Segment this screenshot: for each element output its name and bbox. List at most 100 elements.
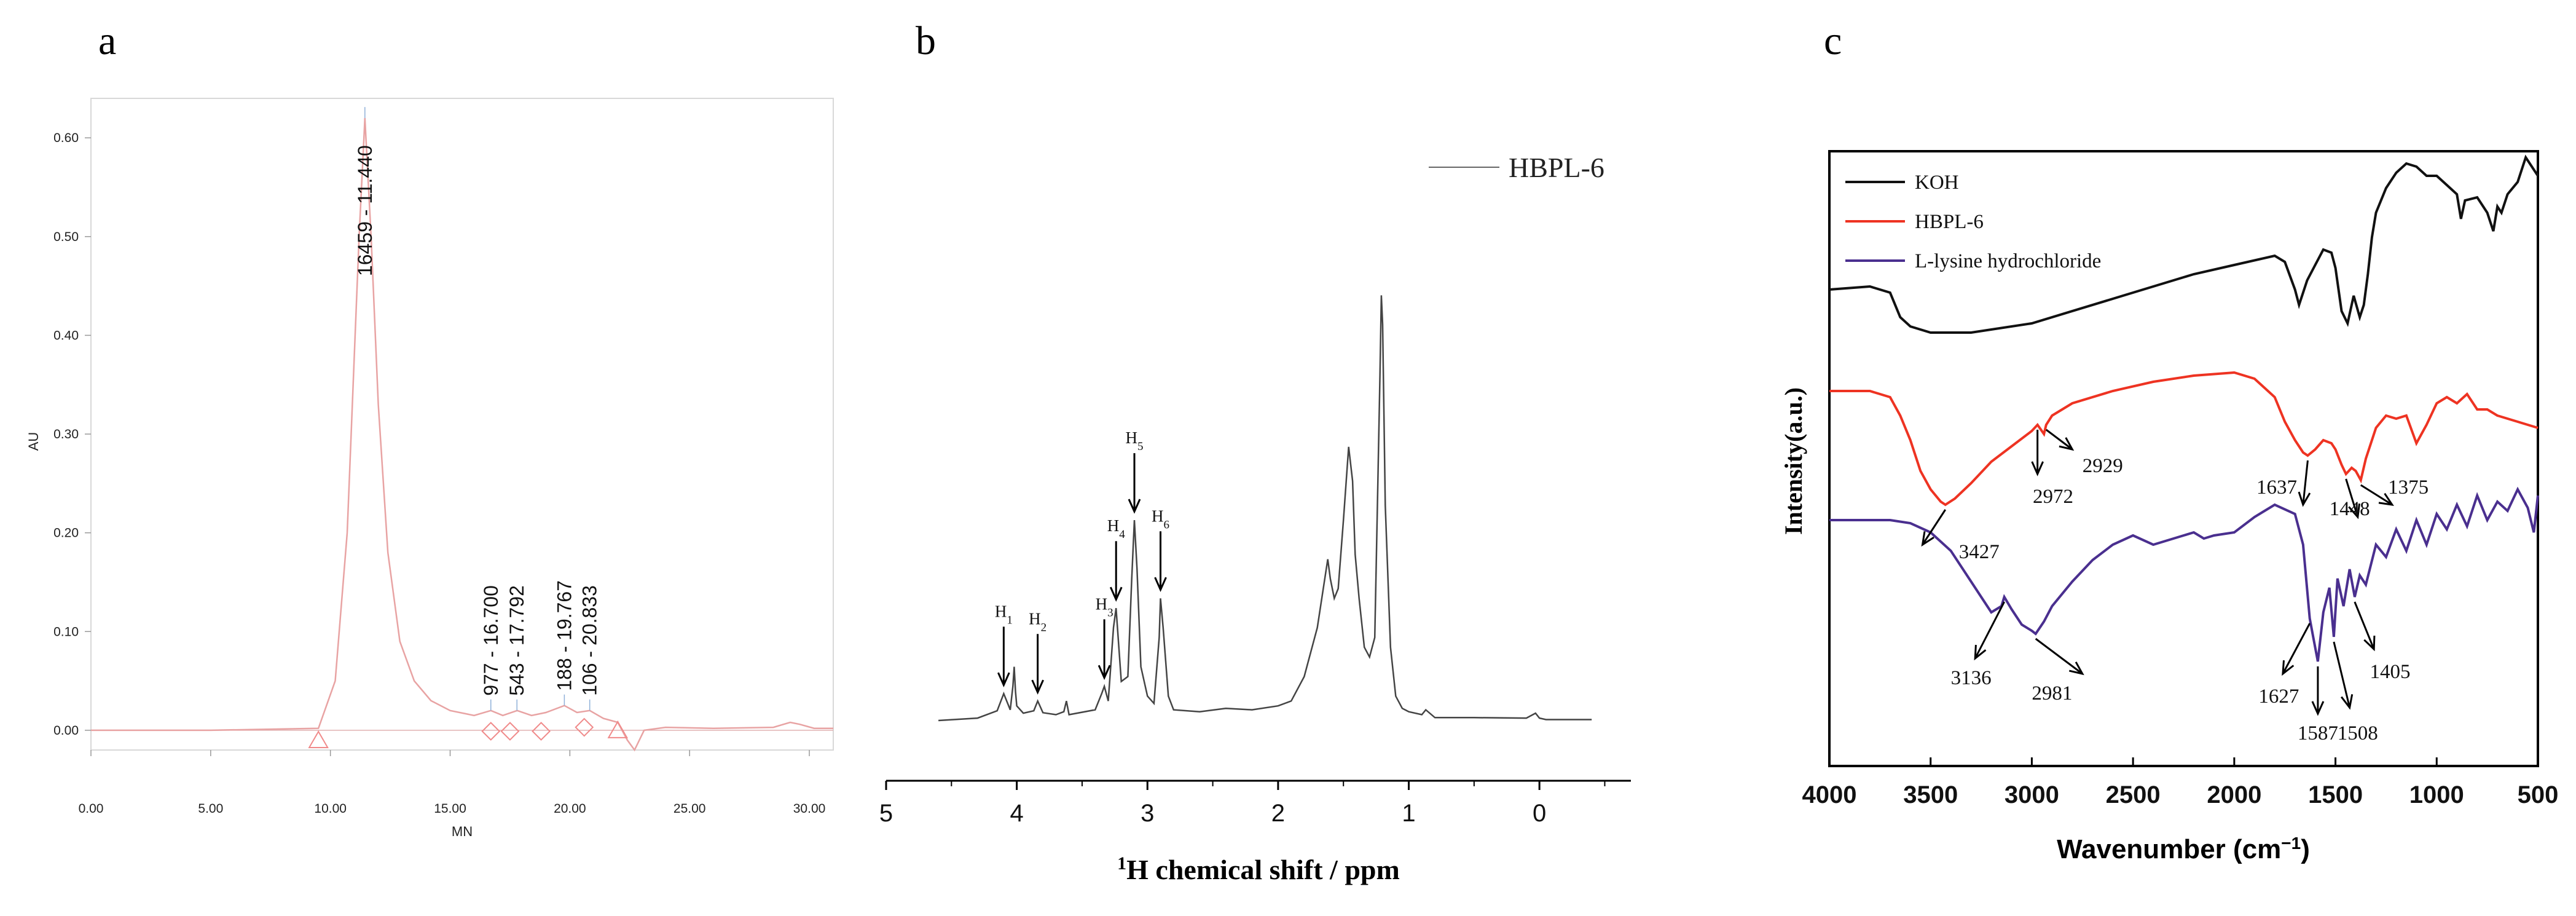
chart-b-x-tick-label: 5 [879, 800, 893, 827]
chart-b-annotation-label: H6 [1152, 507, 1169, 531]
chart-b-annotation-arrow-head [1128, 499, 1141, 514]
chart-c-legend-label-0: KOH [1915, 172, 1959, 194]
chart-b-annotation-arrow [997, 626, 1010, 688]
chart-a-peak-label: 977 - 16.700 [480, 585, 502, 696]
chart-c-annotation-label: 1508 [2338, 722, 2378, 744]
chart-a-peak-label: 543 - 17.792 [506, 585, 528, 696]
chart-a-y-tick-label: 0.60 [53, 131, 79, 145]
chart-c-annotation-arrow-head [2311, 701, 2325, 716]
chart-c-annotation-label: 3427 [1959, 541, 2000, 563]
chart-b-x-tick-label: 2 [1271, 800, 1285, 827]
chart-b-annotation-label: H4 [1107, 516, 1126, 541]
chart-a-y-tick-label: 0.00 [53, 724, 79, 738]
chart-a-markers [308, 717, 629, 748]
chart-c-annotation-arrow-head [1921, 531, 1934, 547]
chart-a-peak-labels: 16459 - 11.440 977 - 16.700 543 - 17.792 18… [354, 107, 601, 711]
chart-b-legend: HBPL-6 [1429, 152, 1604, 183]
chart-b-x-axis-title-superscript: 1 [1117, 853, 1126, 874]
chart-b-series [938, 295, 1592, 722]
chart-c-x-tick-label: 4000 [1802, 781, 1857, 808]
chart-c-x-tick-label: 3500 [1903, 781, 1958, 808]
chart-c-annotation-arrow-head [2282, 660, 2295, 676]
chart-b-annotation-label-base: H [1029, 609, 1041, 628]
chart-a-y-ticks: 0.00 0.10 0.20 0.30 0.40 0.50 0.60 [53, 131, 91, 738]
chart-b-annotation-label-base: H [995, 602, 1007, 620]
chart-c-annotation-label: 2981 [2032, 682, 2072, 705]
chart-a-x-tick-label: 25.00 [673, 802, 706, 816]
panel-letter-c: c [1824, 18, 1842, 63]
chart-c-annotation-arrow [2311, 666, 2325, 716]
chart-b-x-tick-label: 0 [1533, 800, 1546, 827]
chart-a-y-tick-label: 0.40 [53, 328, 79, 342]
chart-b-annotation-label-sub: 3 [1107, 606, 1113, 619]
chart-c-frame [1828, 150, 2539, 767]
chart-a-peak-label: 188 - 19.767 [553, 580, 575, 691]
chart-c-annotation-arrow [2035, 638, 2084, 676]
chart-c-y-axis-title: Intensity(a.u.) [1780, 387, 1807, 535]
chart-c-annotation-label: 1627 [2258, 685, 2299, 708]
chart-b-series-line-0 [938, 295, 1592, 722]
panel-letter-b: b [916, 18, 936, 63]
chart-a-x-tick-label: 0.00 [79, 802, 104, 816]
chart-a-series-line-0 [91, 118, 833, 752]
chart-c-annotation-arrow [2298, 460, 2311, 507]
chart-a-marker-diamond [532, 722, 551, 741]
chart-c-annotation-arrow [2045, 428, 2075, 451]
chart-a-x-tick-label: 20.00 [554, 802, 586, 816]
chart-c-x-tick-label: 1000 [2409, 781, 2464, 808]
chart-a-y-tick-label: 0.50 [53, 230, 79, 244]
chart-b-annotation-arrow-head [1098, 665, 1111, 681]
chart-b-annotation-label: H5 [1126, 428, 1144, 453]
chart-c-x-axis-title: Wavenumber (cm−1) [2057, 834, 2310, 865]
chart-b-annotation-arrow-head [997, 672, 1010, 688]
chart-c-annotation-arrow-head [2363, 635, 2376, 652]
chart-a-marker-triangle [308, 730, 329, 748]
chart-a: 0.00 0.10 0.20 0.30 0.40 0.50 0.60 0.00 5.00 10.… [26, 98, 834, 839]
chart-c-series [1829, 154, 2539, 662]
chart-b-legend-label: HBPL-6 [1509, 152, 1604, 183]
chart-c-annotation-arrow [1921, 509, 1947, 547]
chart-a-x-tick-label: 30.00 [793, 802, 826, 816]
chart-b-annotation-label: H2 [1029, 609, 1046, 634]
chart-c-annotation-arrow-head [2378, 492, 2394, 506]
chart-a-y-axis-title: AU [26, 432, 41, 451]
chart-c-annotation-arrow [2360, 484, 2394, 506]
chart-a-x-tick-label: 10.00 [314, 802, 347, 816]
chart-a-marker-diamond [481, 722, 501, 741]
chart-c-annotation-arrow-head [2031, 461, 2044, 476]
chart-c-legend-label-1: HBPL-6 [1915, 211, 1984, 233]
chart-b-annotation-arrow [1109, 541, 1123, 602]
chart-b-annotation-label: H1 [995, 602, 1013, 626]
chart-c-annotation-arrow [2031, 430, 2044, 476]
chart-a-series [91, 118, 833, 752]
chart-b-annotation-label-sub: 6 [1164, 518, 1170, 531]
chart-b-annotation-arrow [1154, 531, 1167, 592]
chart-c-legend-label-2: L-lysine hydrochloride [1915, 250, 2101, 272]
chart-c-annotation-arrow-head [2059, 437, 2075, 451]
chart-c-x-tick-label: 500 [2518, 781, 2559, 808]
chart-c-x-tick-label: 3000 [2005, 781, 2059, 808]
chart-c-x-tick-label: 2000 [2207, 781, 2261, 808]
chart-c-annotation-label: 1375 [2388, 476, 2429, 499]
chart-c-annotation-arrow [2345, 478, 2360, 519]
chart-c-annotation-arrow-shaft [2360, 484, 2393, 506]
chart-c-x-tick-label: 1500 [2308, 781, 2363, 808]
chart-c-annotation-arrow-head [2348, 503, 2360, 519]
chart-c-annotation-arrow-shaft [1974, 601, 2005, 659]
chart-c-x-ticks: 4000 3500 3000 2500 2000 1500 1000 500 [1802, 757, 2559, 808]
chart-c-annotation-arrow [2333, 641, 2354, 710]
chart-c-annotation-arrow-head [2298, 491, 2311, 507]
chart-c-series-line-2 [1829, 486, 2539, 662]
chart-b-x-ticks: 5 4 3 2 1 0 [879, 781, 1606, 827]
chart-a-y-tick-label: 0.10 [53, 625, 79, 639]
chart-c-x-tick-label: 2500 [2106, 781, 2161, 808]
chart-c-annotation-arrow-shaft [2354, 601, 2375, 650]
chart-c-annotation-label: 1448 [2330, 498, 2370, 520]
chart-b-annotation-label-base: H [1096, 594, 1108, 613]
chart-b-x-tick-label: 3 [1141, 800, 1154, 827]
chart-b-annotation-arrow-head [1154, 577, 1167, 592]
chart-b-annotation-label-sub: 4 [1119, 528, 1125, 541]
chart-b-annotation-label-sub: 2 [1041, 621, 1047, 634]
chart-a-x-axis-title: MN [452, 824, 473, 839]
chart-c-annotation-label: 1405 [2370, 661, 2411, 683]
